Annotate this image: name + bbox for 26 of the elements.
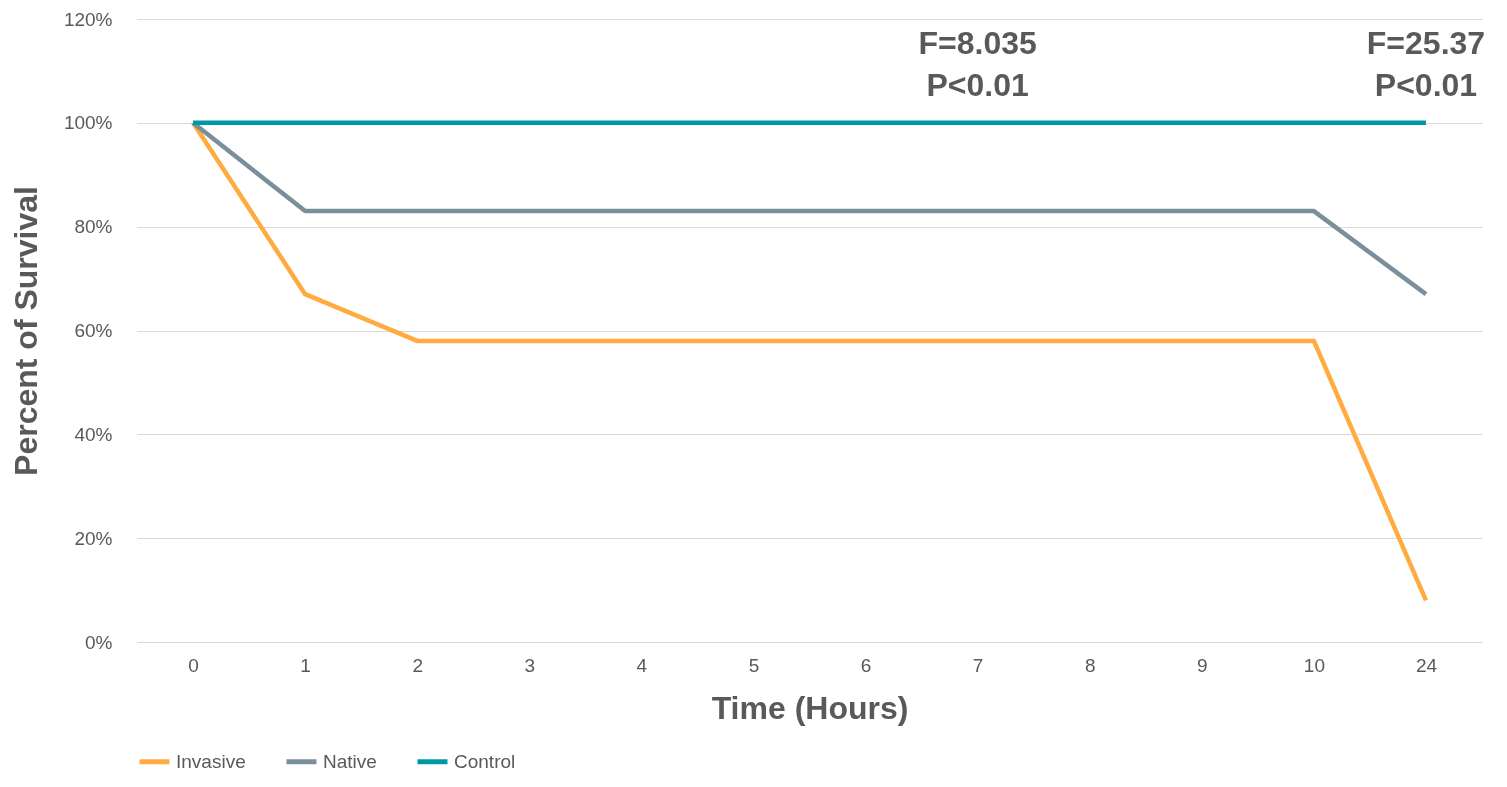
x-tick-label: 4 — [636, 654, 648, 676]
y-tick-label: 0% — [85, 631, 113, 653]
x-tick-label: 3 — [524, 654, 536, 676]
x-tick-label: 7 — [972, 654, 984, 676]
x-tick-label: 0 — [188, 654, 199, 676]
x-tick-label: 2 — [412, 654, 423, 676]
x-tick-label: 9 — [1197, 654, 1208, 676]
x-tick-label: 5 — [748, 654, 760, 676]
x-tick-label: 24 — [1415, 654, 1438, 676]
legend-label: Invasive — [176, 750, 246, 772]
x-axis-title: Time (Hours) — [711, 689, 909, 726]
x-tick-label: 6 — [860, 654, 872, 676]
x-tick-label: 8 — [1084, 654, 1096, 676]
y-tick-label: 120% — [63, 8, 113, 30]
x-tick-label: 10 — [1303, 654, 1325, 676]
annotation: F=25.37 P<0.01 — [1366, 24, 1486, 103]
y-axis-title: Percent of Survival — [7, 186, 44, 476]
y-tick-label: 20% — [74, 527, 113, 549]
annotation: F=8.035 P<0.01 — [918, 24, 1037, 103]
x-tick-label: 1 — [300, 654, 311, 676]
legend-label: Native — [323, 750, 377, 772]
y-tick-label: 60% — [74, 320, 113, 341]
y-tick-label: 80% — [74, 216, 113, 238]
y-tick-label: 100% — [63, 112, 113, 134]
y-tick-label: 40% — [74, 423, 113, 445]
legend-label: Control — [454, 750, 516, 772]
